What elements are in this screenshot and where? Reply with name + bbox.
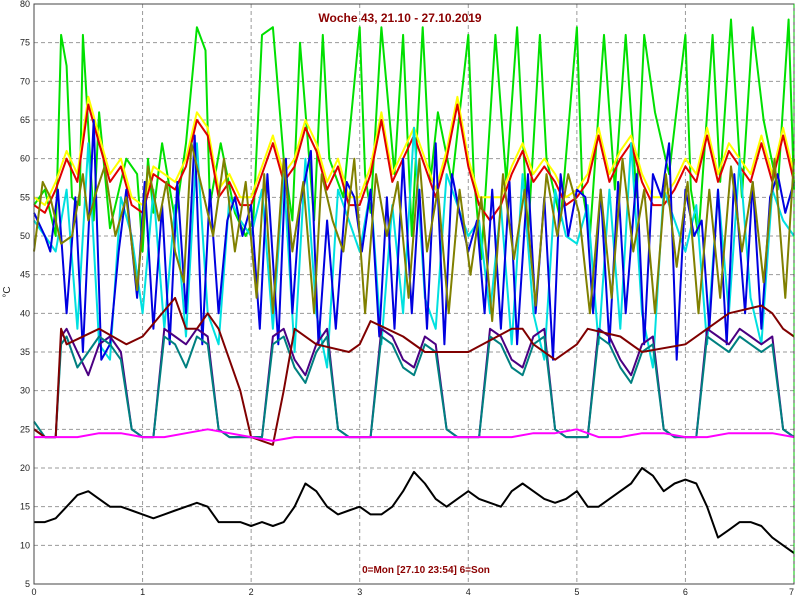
series-line-10: [34, 428, 795, 442]
x-tick-label: 3: [357, 587, 362, 597]
x-tick-label: 6: [683, 587, 688, 597]
x-tick-label: 7: [789, 587, 794, 597]
x-tick-label: 1: [140, 587, 145, 597]
y-tick-label: 55: [20, 192, 30, 202]
series-line-4: [33, 126, 795, 369]
x-tick-label: 5: [574, 587, 579, 597]
y-tick-label: 45: [20, 270, 30, 280]
y-tick-label: 65: [20, 115, 30, 125]
y-tick-label: 15: [20, 502, 30, 512]
y-tick-label: 30: [20, 386, 30, 396]
series-line-9: [33, 296, 795, 446]
series-lines: [33, 18, 795, 554]
y-tick-label: 20: [20, 463, 30, 473]
y-tick-label: 50: [20, 231, 30, 241]
y-tick-label: 80: [20, 0, 30, 9]
chart-footer: 0=Mon [27.10 23:54] 6=Son: [362, 565, 490, 576]
chart-title: Woche 43, 21.10 - 27.10.2019: [318, 11, 482, 25]
y-tick-label: 75: [20, 38, 30, 48]
y-tick-label: 60: [20, 154, 30, 164]
y-tick-label: 70: [20, 76, 30, 86]
y-tick-label: 35: [20, 347, 30, 357]
y-tick-label: 10: [20, 540, 30, 550]
x-tick-label: 4: [466, 587, 471, 597]
series-line-6: [33, 142, 795, 323]
x-tick-labels: 0 1 2 3 4 5 6 7: [31, 587, 794, 597]
x-tick-label: 2: [249, 587, 254, 597]
y-tick-label: 5: [25, 579, 30, 589]
x-tick-label: 0: [31, 587, 36, 597]
y-axis-label: °C: [2, 286, 13, 297]
y-tick-label: 40: [20, 308, 30, 318]
y-tick-labels: 5 10 15 20 25 30 35 40 45 50 55 60 65 70 75 80: [20, 0, 30, 589]
y-tick-label: 25: [20, 424, 30, 434]
series-line-5: [33, 119, 795, 361]
series-line-11: [34, 467, 795, 554]
